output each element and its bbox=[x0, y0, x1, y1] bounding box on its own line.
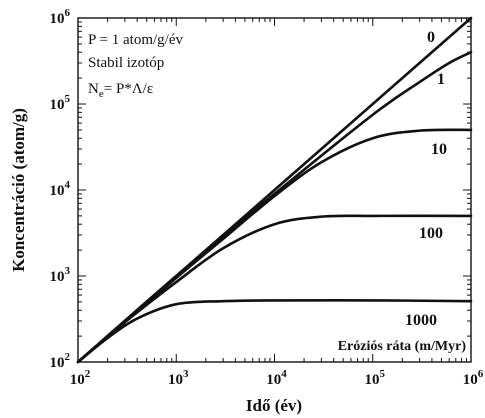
x-tick-label-base: 10 bbox=[70, 372, 85, 388]
curve-label-0: 0 bbox=[427, 29, 435, 46]
x-tick-label: 104 bbox=[266, 368, 287, 388]
y-tick-label-base: 10 bbox=[50, 269, 65, 285]
equation-subscript: e bbox=[99, 88, 104, 100]
curve-label-100: 100 bbox=[419, 225, 443, 242]
production-rate-note: P = 1 atom/g/év bbox=[88, 32, 183, 48]
y-tick-label-base: 10 bbox=[50, 97, 65, 113]
y-tick-label-exponent: 2 bbox=[65, 351, 71, 363]
x-axis-title: Idő (év) bbox=[246, 396, 302, 415]
y-tick-label: 105 bbox=[50, 93, 71, 113]
x-tick-label-base: 10 bbox=[168, 372, 183, 388]
isotope-note: Stabil izotóp bbox=[88, 55, 164, 71]
curve-label-10: 10 bbox=[431, 141, 447, 158]
curves bbox=[76, 16, 473, 364]
y-tick-label: 104 bbox=[50, 179, 71, 199]
x-tick-label-base: 10 bbox=[365, 372, 380, 388]
curve-erosion-10 bbox=[76, 128, 473, 364]
y-tick-label-base: 10 bbox=[50, 355, 65, 371]
y-tick-label: 103 bbox=[50, 265, 71, 285]
y-tick-label-exponent: 4 bbox=[65, 179, 71, 191]
x-tick-label: 105 bbox=[365, 368, 386, 388]
x-tick-label-base: 10 bbox=[266, 372, 281, 388]
curve-erosion-1 bbox=[76, 50, 473, 364]
y-tick-label-base: 10 bbox=[50, 183, 65, 199]
x-tick-label-exponent: 6 bbox=[478, 368, 484, 380]
x-tick-label: 103 bbox=[168, 368, 189, 388]
curve-labels: 0 1 10 100 1000 bbox=[405, 29, 447, 329]
y-tick-label-base: 10 bbox=[50, 11, 65, 27]
x-tick-label-exponent: 4 bbox=[281, 368, 287, 380]
y-tick-label-exponent: 6 bbox=[65, 7, 71, 19]
curve-erosion-1000 bbox=[76, 299, 473, 364]
x-tick-label-base: 10 bbox=[463, 372, 478, 388]
x-tick-labels: 102 103 104 105 106 bbox=[70, 368, 484, 388]
x-tick-label-exponent: 2 bbox=[85, 368, 91, 380]
equation-rest: = P*Λ/ε bbox=[104, 81, 153, 97]
y-tick-label-exponent: 3 bbox=[65, 265, 71, 277]
x-tick-label: 106 bbox=[463, 368, 484, 388]
curve-label-1: 1 bbox=[437, 71, 445, 88]
x-tick-label: 102 bbox=[70, 368, 91, 388]
equation-note: Ne= P*Λ/ε bbox=[88, 81, 153, 100]
equation-symbol: N bbox=[88, 81, 99, 97]
x-tick-label-exponent: 3 bbox=[183, 368, 189, 380]
x-tick-label-exponent: 5 bbox=[380, 368, 386, 380]
y-axis-title: Koncentráció (atom/g) bbox=[9, 108, 28, 272]
y-tick-label-exponent: 5 bbox=[65, 93, 71, 105]
y-tick-label: 102 bbox=[50, 351, 71, 371]
y-tick-label: 106 bbox=[50, 7, 71, 27]
curve-erosion-100 bbox=[76, 214, 473, 364]
curve-label-1000: 1000 bbox=[405, 312, 437, 329]
legend-title: Eróziós ráta (m/Myr) bbox=[338, 339, 467, 354]
